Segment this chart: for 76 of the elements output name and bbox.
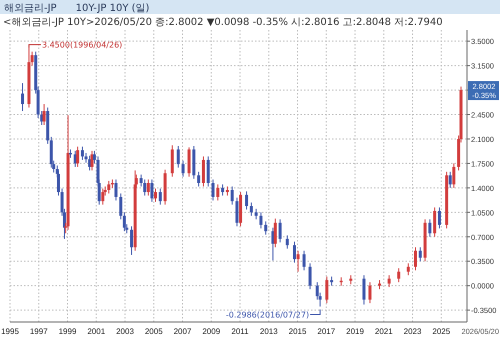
chart-title: 해외금리-JP 10Y-JP 10Y (일) xyxy=(4,3,150,14)
annotation: 3.4500(1996/04/26) xyxy=(42,40,122,50)
candlestick xyxy=(146,178,150,196)
candlestick xyxy=(264,220,268,236)
candlestick xyxy=(452,162,456,188)
chart-subtitle: <해외금리-JP 10Y>2026/05/20 종:2.8002 ▼0.0098 -0.35% 시:2.8016 고:2.8048 저:2.7940 xyxy=(3,17,443,28)
candlestick xyxy=(226,186,229,196)
candlestick xyxy=(90,150,94,171)
candlestick xyxy=(278,218,282,243)
candlestick xyxy=(80,146,84,160)
x-tick-label: 2001 xyxy=(87,327,106,336)
candlestick xyxy=(286,234,289,250)
x-tick-label: 2013 xyxy=(260,327,278,336)
candlestick xyxy=(254,208,258,220)
candlestick xyxy=(428,218,432,238)
candlestick xyxy=(308,262,312,290)
x-tick-label: 2011 xyxy=(231,327,250,336)
candlestick xyxy=(50,136,53,168)
x-tick-label: 2019 xyxy=(346,327,364,336)
x-tick-label: 2021 xyxy=(374,327,394,336)
candlestick xyxy=(259,212,262,229)
candlestick xyxy=(302,250,306,271)
candlestick xyxy=(362,274,366,306)
candlestick xyxy=(296,250,300,272)
candlestick xyxy=(221,184,224,196)
x-tick-label: 2005 xyxy=(144,327,164,336)
candlestick xyxy=(143,178,146,196)
candlestick xyxy=(388,274,391,288)
candlestick xyxy=(107,180,110,194)
candlestick xyxy=(114,178,118,201)
x-tick-label: 2025 xyxy=(432,327,451,336)
x-tick-label: 2009 xyxy=(202,327,221,336)
candlestick xyxy=(349,274,352,285)
x-tick-label: 2003 xyxy=(116,327,134,336)
candlestick xyxy=(230,186,234,206)
x-tick-label: 2007 xyxy=(174,327,192,336)
candlestick xyxy=(202,156,205,187)
candlestick xyxy=(235,197,238,227)
candlestick xyxy=(292,241,296,264)
x-tick-label: 1995 xyxy=(1,327,20,336)
candlestick xyxy=(170,144,174,178)
candlestick xyxy=(216,184,220,201)
candlestick xyxy=(130,226,134,256)
candlestick xyxy=(414,246,417,271)
candlestick xyxy=(150,178,154,202)
candlestick xyxy=(438,206,441,229)
candlestick xyxy=(76,146,80,168)
candlestick xyxy=(176,145,180,168)
x-tick-label: 2023 xyxy=(404,327,422,336)
annotation: -0.2986(2016/07/27) xyxy=(226,310,310,320)
candlestick xyxy=(21,82,24,112)
candlestick xyxy=(274,218,277,248)
candlestick xyxy=(188,146,191,178)
candlestick xyxy=(182,160,185,178)
candlestick xyxy=(406,262,410,276)
candlestick xyxy=(378,280,382,290)
candlestick xyxy=(433,206,436,238)
candlestick xyxy=(206,156,210,187)
candlestick xyxy=(42,104,46,126)
candlestick xyxy=(418,246,422,262)
x-tick-label: 1997 xyxy=(30,327,48,336)
candlestick xyxy=(448,171,452,188)
x-tick-label: 2015 xyxy=(288,327,307,336)
x-tick-label: 2017 xyxy=(317,327,336,336)
candlestick xyxy=(368,282,372,304)
candlestick xyxy=(197,171,200,187)
candlestick xyxy=(325,276,328,304)
candlestick xyxy=(212,178,215,201)
candlestick xyxy=(250,202,253,216)
candlestick xyxy=(245,190,248,210)
candlestick xyxy=(397,268,400,283)
candlestick xyxy=(330,276,334,286)
candlestick xyxy=(101,188,104,206)
candlestick xyxy=(154,188,158,202)
x-tick-label: 1999 xyxy=(58,327,77,336)
candlestick xyxy=(158,188,162,206)
